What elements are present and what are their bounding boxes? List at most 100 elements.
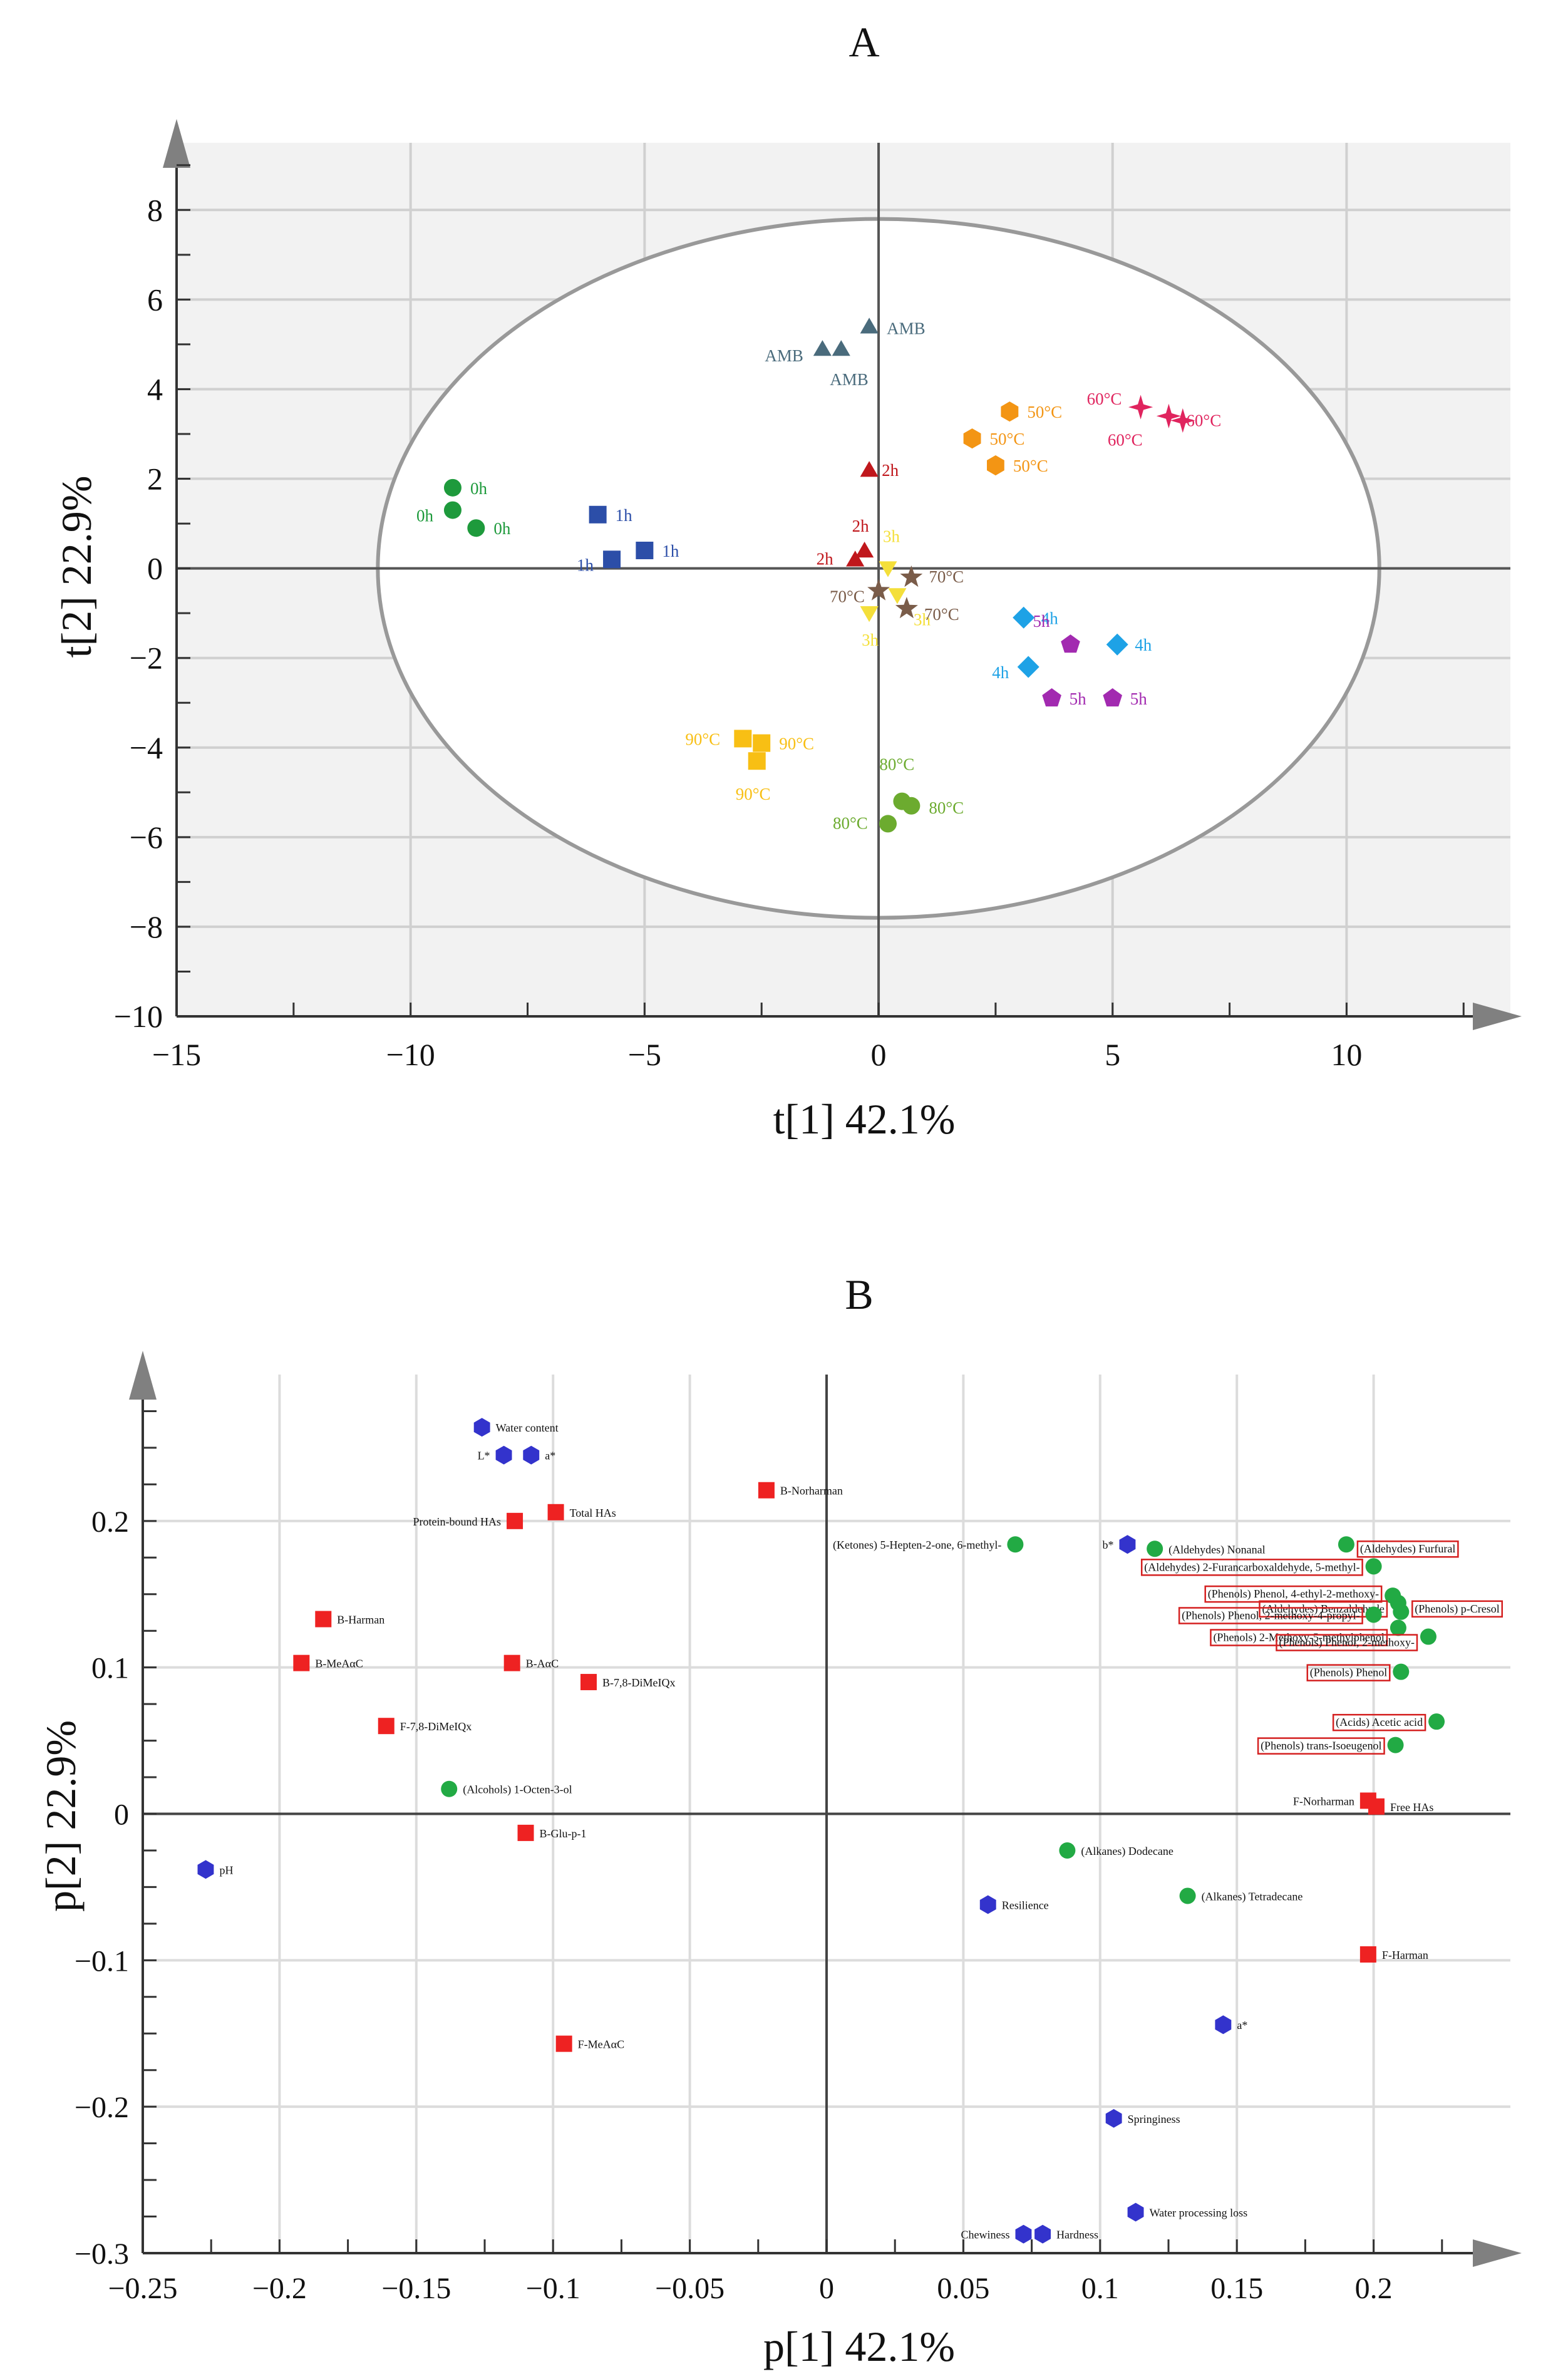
- data-point: [1128, 395, 1153, 420]
- data-point: [1428, 1713, 1445, 1730]
- x-tick-label: 0: [819, 2272, 834, 2305]
- point-label: F-Harman: [1382, 1949, 1428, 1961]
- data-point: [1215, 2015, 1232, 2035]
- panel-a: A AMB AMB AMB 0h 0h 0h 1h 1h 1h 2h 2h 2h 3h 3h 3h 4h 4h 4…: [53, 18, 1522, 1143]
- data-point: [1387, 1737, 1404, 1753]
- point-label: Springiness: [1128, 2113, 1180, 2125]
- label-box: [1411, 1600, 1504, 1618]
- data-point: [1007, 1536, 1024, 1553]
- data-point: [1001, 401, 1019, 422]
- data-point: [1390, 1619, 1406, 1636]
- data-point: [832, 340, 850, 356]
- point-label: 2h: [817, 549, 834, 568]
- point-label: 2h: [882, 461, 899, 480]
- point-label: 80°C: [879, 755, 914, 774]
- data-point: [748, 752, 766, 770]
- point-label: 5h: [1033, 612, 1050, 631]
- label-box: [1306, 1664, 1391, 1681]
- label-box: [1356, 1540, 1459, 1558]
- y-tick-label: 6: [147, 282, 163, 317]
- panel-a-x-axis-title: t[1] 42.1%: [773, 1095, 956, 1143]
- x-tick-label: 0: [871, 1037, 887, 1072]
- data-point: [1365, 1558, 1382, 1575]
- panel-b-zero-lines: [143, 1375, 1510, 2253]
- data-point: [1368, 1798, 1385, 1815]
- point-label: B-Norharman: [780, 1485, 843, 1497]
- point-label: F-7,8-DiMeIQx: [400, 1720, 472, 1733]
- data-point: [443, 501, 462, 519]
- panel-b-points: Water content L* a* b* pH Resilience a* Springi…: [197, 1418, 1504, 2244]
- data-point: [895, 597, 918, 619]
- point-label: B-AαC: [526, 1658, 559, 1670]
- data-point: [860, 606, 879, 622]
- data-point: [580, 1674, 597, 1691]
- panel-b-axes: [129, 1351, 1522, 2267]
- data-point: [879, 561, 897, 577]
- data-point: [987, 455, 1004, 476]
- point-label: 4h: [1041, 609, 1059, 627]
- y-tick-label: 4: [147, 371, 163, 406]
- point-label: AMB: [830, 370, 869, 389]
- data-point: [846, 550, 865, 567]
- label-box: [1204, 1585, 1383, 1603]
- data-point: [1393, 1663, 1410, 1680]
- data-point: [1127, 2202, 1144, 2222]
- point-label: (Ketones) 5-Hepten-2-one, 6-methyl-: [833, 1539, 1001, 1552]
- y-tick-label: −8: [130, 909, 163, 944]
- data-point: [900, 565, 923, 587]
- point-label: 0h: [493, 519, 511, 538]
- data-point: [1156, 403, 1181, 428]
- point-label: 0h: [470, 479, 488, 498]
- x-tick-label: −5: [628, 1037, 661, 1072]
- point-label: 1h: [662, 542, 679, 560]
- x-tick-label: 0.15: [1210, 2272, 1263, 2305]
- data-point: [813, 340, 832, 356]
- y-tick-label: 0: [114, 1799, 129, 1832]
- x-tick-label: −15: [152, 1037, 201, 1072]
- data-point: [1059, 1842, 1076, 1859]
- panel-a-y-axis-title: t[2] 22.9%: [53, 476, 100, 658]
- x-tick-label: −0.2: [252, 2272, 307, 2305]
- x-tick-label: 0.2: [1355, 2272, 1393, 2305]
- point-label: 4h: [992, 663, 1009, 682]
- point-label: 70°C: [929, 567, 964, 586]
- point-label: F-MeAαC: [578, 2038, 624, 2051]
- x-tick-label: −0.25: [108, 2272, 177, 2305]
- data-point: [860, 461, 879, 477]
- point-label: B-MeAαC: [315, 1658, 363, 1670]
- boxed-point-label: (Aldehydes) 2-Furancarboxaldehyde, 5-met…: [1144, 1561, 1359, 1574]
- data-point: [1105, 2108, 1122, 2128]
- point-label: 3h: [883, 527, 900, 546]
- panel-b-tick-labels: −0.25 −0.2 −0.15 −0.1 −0.05 0 0.05 0.1 0.15 0.2 0.…: [75, 1505, 1393, 2305]
- point-label: 50°C: [1027, 403, 1062, 421]
- data-point: [467, 519, 485, 537]
- point-label: AMB: [887, 319, 926, 338]
- point-label: 70°C: [924, 605, 959, 624]
- data-point: [1042, 688, 1061, 707]
- data-point: [1147, 1541, 1163, 1557]
- point-label: a*: [545, 1450, 555, 1462]
- data-point: [1170, 408, 1195, 433]
- label-box: [1178, 1607, 1363, 1624]
- point-label: B-7,8-DiMeIQx: [602, 1676, 675, 1689]
- point-label: (Alkanes) Dodecane: [1081, 1845, 1173, 1858]
- y-tick-label: −0.1: [75, 1944, 129, 1978]
- data-point: [1015, 2224, 1032, 2244]
- point-label: 80°C: [833, 813, 868, 832]
- boxed-point-label: (Phenols) Phenol, 2-methoxy-4-propyl-: [1182, 1609, 1359, 1622]
- boxed-point-label: (Aldehydes) Benzaldehyde: [1262, 1602, 1384, 1616]
- data-point: [517, 1824, 534, 1841]
- point-label: 5h: [1070, 689, 1087, 708]
- data-point: [855, 542, 874, 558]
- point-label: 0h: [416, 507, 434, 525]
- data-point: [1017, 656, 1039, 678]
- data-point: [1034, 2224, 1051, 2244]
- data-point: [1393, 1603, 1410, 1620]
- panel-b-x-axis-title: p[1] 42.1%: [763, 2323, 955, 2370]
- point-label: 90°C: [736, 785, 771, 803]
- point-label: Water content: [496, 1422, 559, 1434]
- data-point: [1103, 688, 1122, 707]
- point-label: 70°C: [830, 587, 865, 606]
- data-point: [507, 1512, 524, 1529]
- data-point: [197, 1860, 214, 1879]
